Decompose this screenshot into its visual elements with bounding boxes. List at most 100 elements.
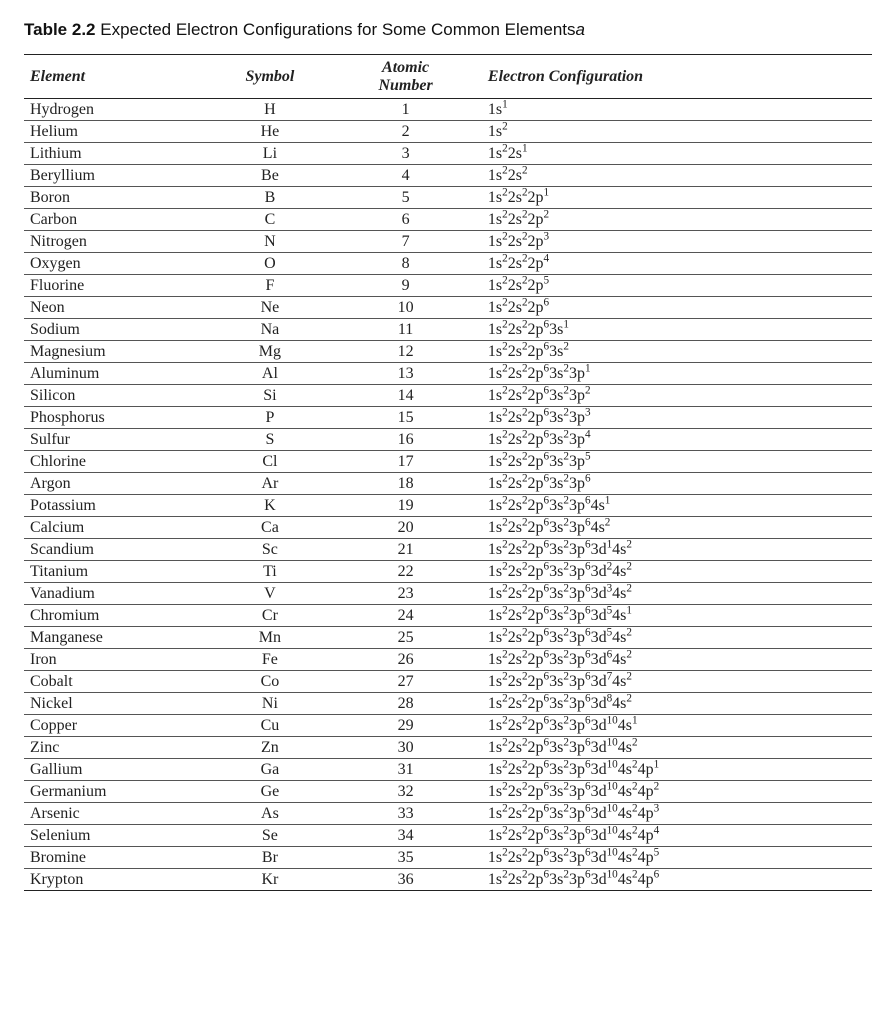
cell-atomic-number: 17 <box>329 451 482 473</box>
cell-symbol: Na <box>211 319 330 341</box>
cell-atomic-number: 35 <box>329 847 482 869</box>
cell-atomic-number: 2 <box>329 121 482 143</box>
cell-symbol: Ga <box>211 759 330 781</box>
cell-symbol: Si <box>211 385 330 407</box>
cell-electron-config: 1s22s22p63s23p64s2 <box>482 517 872 539</box>
cell-electron-config: 1s22s22p5 <box>482 275 872 297</box>
cell-electron-config: 1s22s22p63s2 <box>482 341 872 363</box>
cell-element: Argon <box>24 473 211 495</box>
cell-atomic-number: 7 <box>329 231 482 253</box>
cell-symbol: Ge <box>211 781 330 803</box>
cell-atomic-number: 36 <box>329 869 482 891</box>
cell-atomic-number: 25 <box>329 627 482 649</box>
table-row: MagnesiumMg121s22s22p63s2 <box>24 341 872 363</box>
cell-symbol: Zn <box>211 737 330 759</box>
cell-element: Hydrogen <box>24 99 211 121</box>
cell-atomic-number: 34 <box>329 825 482 847</box>
cell-atomic-number: 13 <box>329 363 482 385</box>
cell-symbol: Be <box>211 165 330 187</box>
cell-electron-config: 1s22s22p63s23p63d54s1 <box>482 605 872 627</box>
cell-element: Beryllium <box>24 165 211 187</box>
cell-atomic-number: 21 <box>329 539 482 561</box>
cell-symbol: K <box>211 495 330 517</box>
cell-atomic-number: 9 <box>329 275 482 297</box>
cell-element: Oxygen <box>24 253 211 275</box>
table-row: ArsenicAs331s22s22p63s23p63d104s24p3 <box>24 803 872 825</box>
table-row: PotassiumK191s22s22p63s23p64s1 <box>24 495 872 517</box>
cell-electron-config: 1s22s1 <box>482 143 872 165</box>
cell-electron-config: 1s22s22p63s23p63d104s2 <box>482 737 872 759</box>
cell-electron-config: 1s22s22p63s1 <box>482 319 872 341</box>
cell-atomic-number: 24 <box>329 605 482 627</box>
cell-symbol: Ne <box>211 297 330 319</box>
cell-symbol: H <box>211 99 330 121</box>
table-row: ChromiumCr241s22s22p63s23p63d54s1 <box>24 605 872 627</box>
cell-symbol: Kr <box>211 869 330 891</box>
cell-symbol: S <box>211 429 330 451</box>
cell-atomic-number: 27 <box>329 671 482 693</box>
cell-atomic-number: 4 <box>329 165 482 187</box>
cell-electron-config: 1s22s22p63s23p63d104s24p1 <box>482 759 872 781</box>
table-row: BerylliumBe41s22s2 <box>24 165 872 187</box>
cell-atomic-number: 30 <box>329 737 482 759</box>
cell-element: Titanium <box>24 561 211 583</box>
cell-symbol: P <box>211 407 330 429</box>
cell-element: Potassium <box>24 495 211 517</box>
table-row: NickelNi281s22s22p63s23p63d84s2 <box>24 693 872 715</box>
cell-atomic-number: 33 <box>329 803 482 825</box>
cell-element: Germanium <box>24 781 211 803</box>
cell-element: Nickel <box>24 693 211 715</box>
cell-atomic-number: 16 <box>329 429 482 451</box>
cell-electron-config: 1s22s22p63s23p63d104s24p4 <box>482 825 872 847</box>
cell-element: Copper <box>24 715 211 737</box>
cell-symbol: Fe <box>211 649 330 671</box>
cell-symbol: Ni <box>211 693 330 715</box>
cell-atomic-number: 1 <box>329 99 482 121</box>
table-row: HeliumHe21s2 <box>24 121 872 143</box>
cell-atomic-number: 12 <box>329 341 482 363</box>
cell-element: Gallium <box>24 759 211 781</box>
cell-element: Carbon <box>24 209 211 231</box>
cell-atomic-number: 29 <box>329 715 482 737</box>
cell-symbol: Cu <box>211 715 330 737</box>
cell-symbol: V <box>211 583 330 605</box>
cell-electron-config: 1s22s22p63s23p63d34s2 <box>482 583 872 605</box>
cell-element: Chlorine <box>24 451 211 473</box>
col-header-number-line2: Number <box>335 77 476 95</box>
cell-element: Scandium <box>24 539 211 561</box>
cell-element: Neon <box>24 297 211 319</box>
cell-symbol: Ca <box>211 517 330 539</box>
cell-atomic-number: 23 <box>329 583 482 605</box>
cell-electron-config: 1s22s22p63s23p63d104s1 <box>482 715 872 737</box>
table-row: BromineBr351s22s22p63s23p63d104s24p5 <box>24 847 872 869</box>
table-row: KryptonKr361s22s22p63s23p63d104s24p6 <box>24 869 872 891</box>
cell-element: Helium <box>24 121 211 143</box>
table-row: ArgonAr181s22s22p63s23p6 <box>24 473 872 495</box>
cell-symbol: Al <box>211 363 330 385</box>
cell-symbol: Li <box>211 143 330 165</box>
cell-symbol: Co <box>211 671 330 693</box>
cell-electron-config: 1s22s22p63s23p63d104s24p5 <box>482 847 872 869</box>
cell-electron-config: 1s22s22p63s23p63d54s2 <box>482 627 872 649</box>
cell-atomic-number: 31 <box>329 759 482 781</box>
cell-electron-config: 1s22s22p63s23p63d64s2 <box>482 649 872 671</box>
col-header-config: Electron Configuration <box>482 55 872 99</box>
cell-electron-config: 1s22s22p63s23p63d74s2 <box>482 671 872 693</box>
table-row: ChlorineCl171s22s22p63s23p5 <box>24 451 872 473</box>
cell-element: Boron <box>24 187 211 209</box>
cell-atomic-number: 26 <box>329 649 482 671</box>
table-row: SiliconSi141s22s22p63s23p2 <box>24 385 872 407</box>
cell-electron-config: 1s22s22p4 <box>482 253 872 275</box>
cell-electron-config: 1s22s22p3 <box>482 231 872 253</box>
table-label: Table 2.2 <box>24 20 96 39</box>
cell-electron-config: 1s22s22p63s23p63d14s2 <box>482 539 872 561</box>
table-row: CarbonC61s22s22p2 <box>24 209 872 231</box>
cell-symbol: C <box>211 209 330 231</box>
cell-symbol: B <box>211 187 330 209</box>
cell-atomic-number: 10 <box>329 297 482 319</box>
cell-element: Fluorine <box>24 275 211 297</box>
cell-electron-config: 1s22s22p63s23p63d24s2 <box>482 561 872 583</box>
cell-electron-config: 1s2 <box>482 121 872 143</box>
table-row: VanadiumV231s22s22p63s23p63d34s2 <box>24 583 872 605</box>
cell-electron-config: 1s22s22p63s23p4 <box>482 429 872 451</box>
